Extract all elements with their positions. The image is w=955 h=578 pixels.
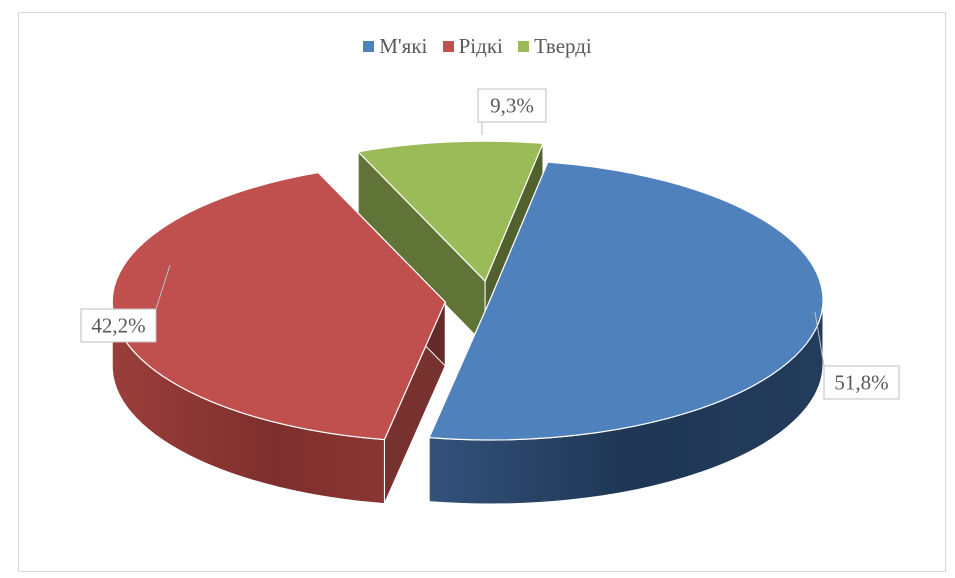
pie-slice-2-top: [356, 140, 544, 283]
legend-item-liquid: Рідкі: [442, 34, 503, 59]
data-label-box-1: [80, 308, 157, 343]
legend-label-solid: Тверді: [534, 34, 592, 58]
legend-swatch-liquid: [442, 41, 454, 52]
data-label-box-2: [477, 88, 547, 123]
legend-item-soft: М'які: [363, 34, 427, 59]
pie-slice-0: [428, 161, 824, 505]
data-label-leader-1: [155, 264, 171, 310]
chart-legend: М'які Рідкі Тверді: [0, 34, 955, 59]
pie-slice-1: [111, 171, 446, 505]
data-label-leader-0: [814, 311, 825, 367]
legend-swatch-soft: [363, 41, 375, 52]
legend-swatch-solid: [518, 41, 530, 52]
legend-label-soft: М'які: [379, 34, 428, 58]
data-label-1: 42,2%: [80, 264, 171, 343]
data-label-0: 51,8%: [814, 311, 900, 400]
data-label-text-2: 9,3%: [490, 94, 534, 118]
legend-item-solid: Тверді: [518, 34, 592, 59]
data-label-box-0: [823, 365, 900, 400]
data-label-2: 9,3%: [477, 88, 547, 135]
legend-label-liquid: Рідкі: [458, 34, 503, 58]
data-label-text-0: 51,8%: [834, 371, 888, 395]
data-label-text-1: 42,2%: [91, 314, 145, 338]
